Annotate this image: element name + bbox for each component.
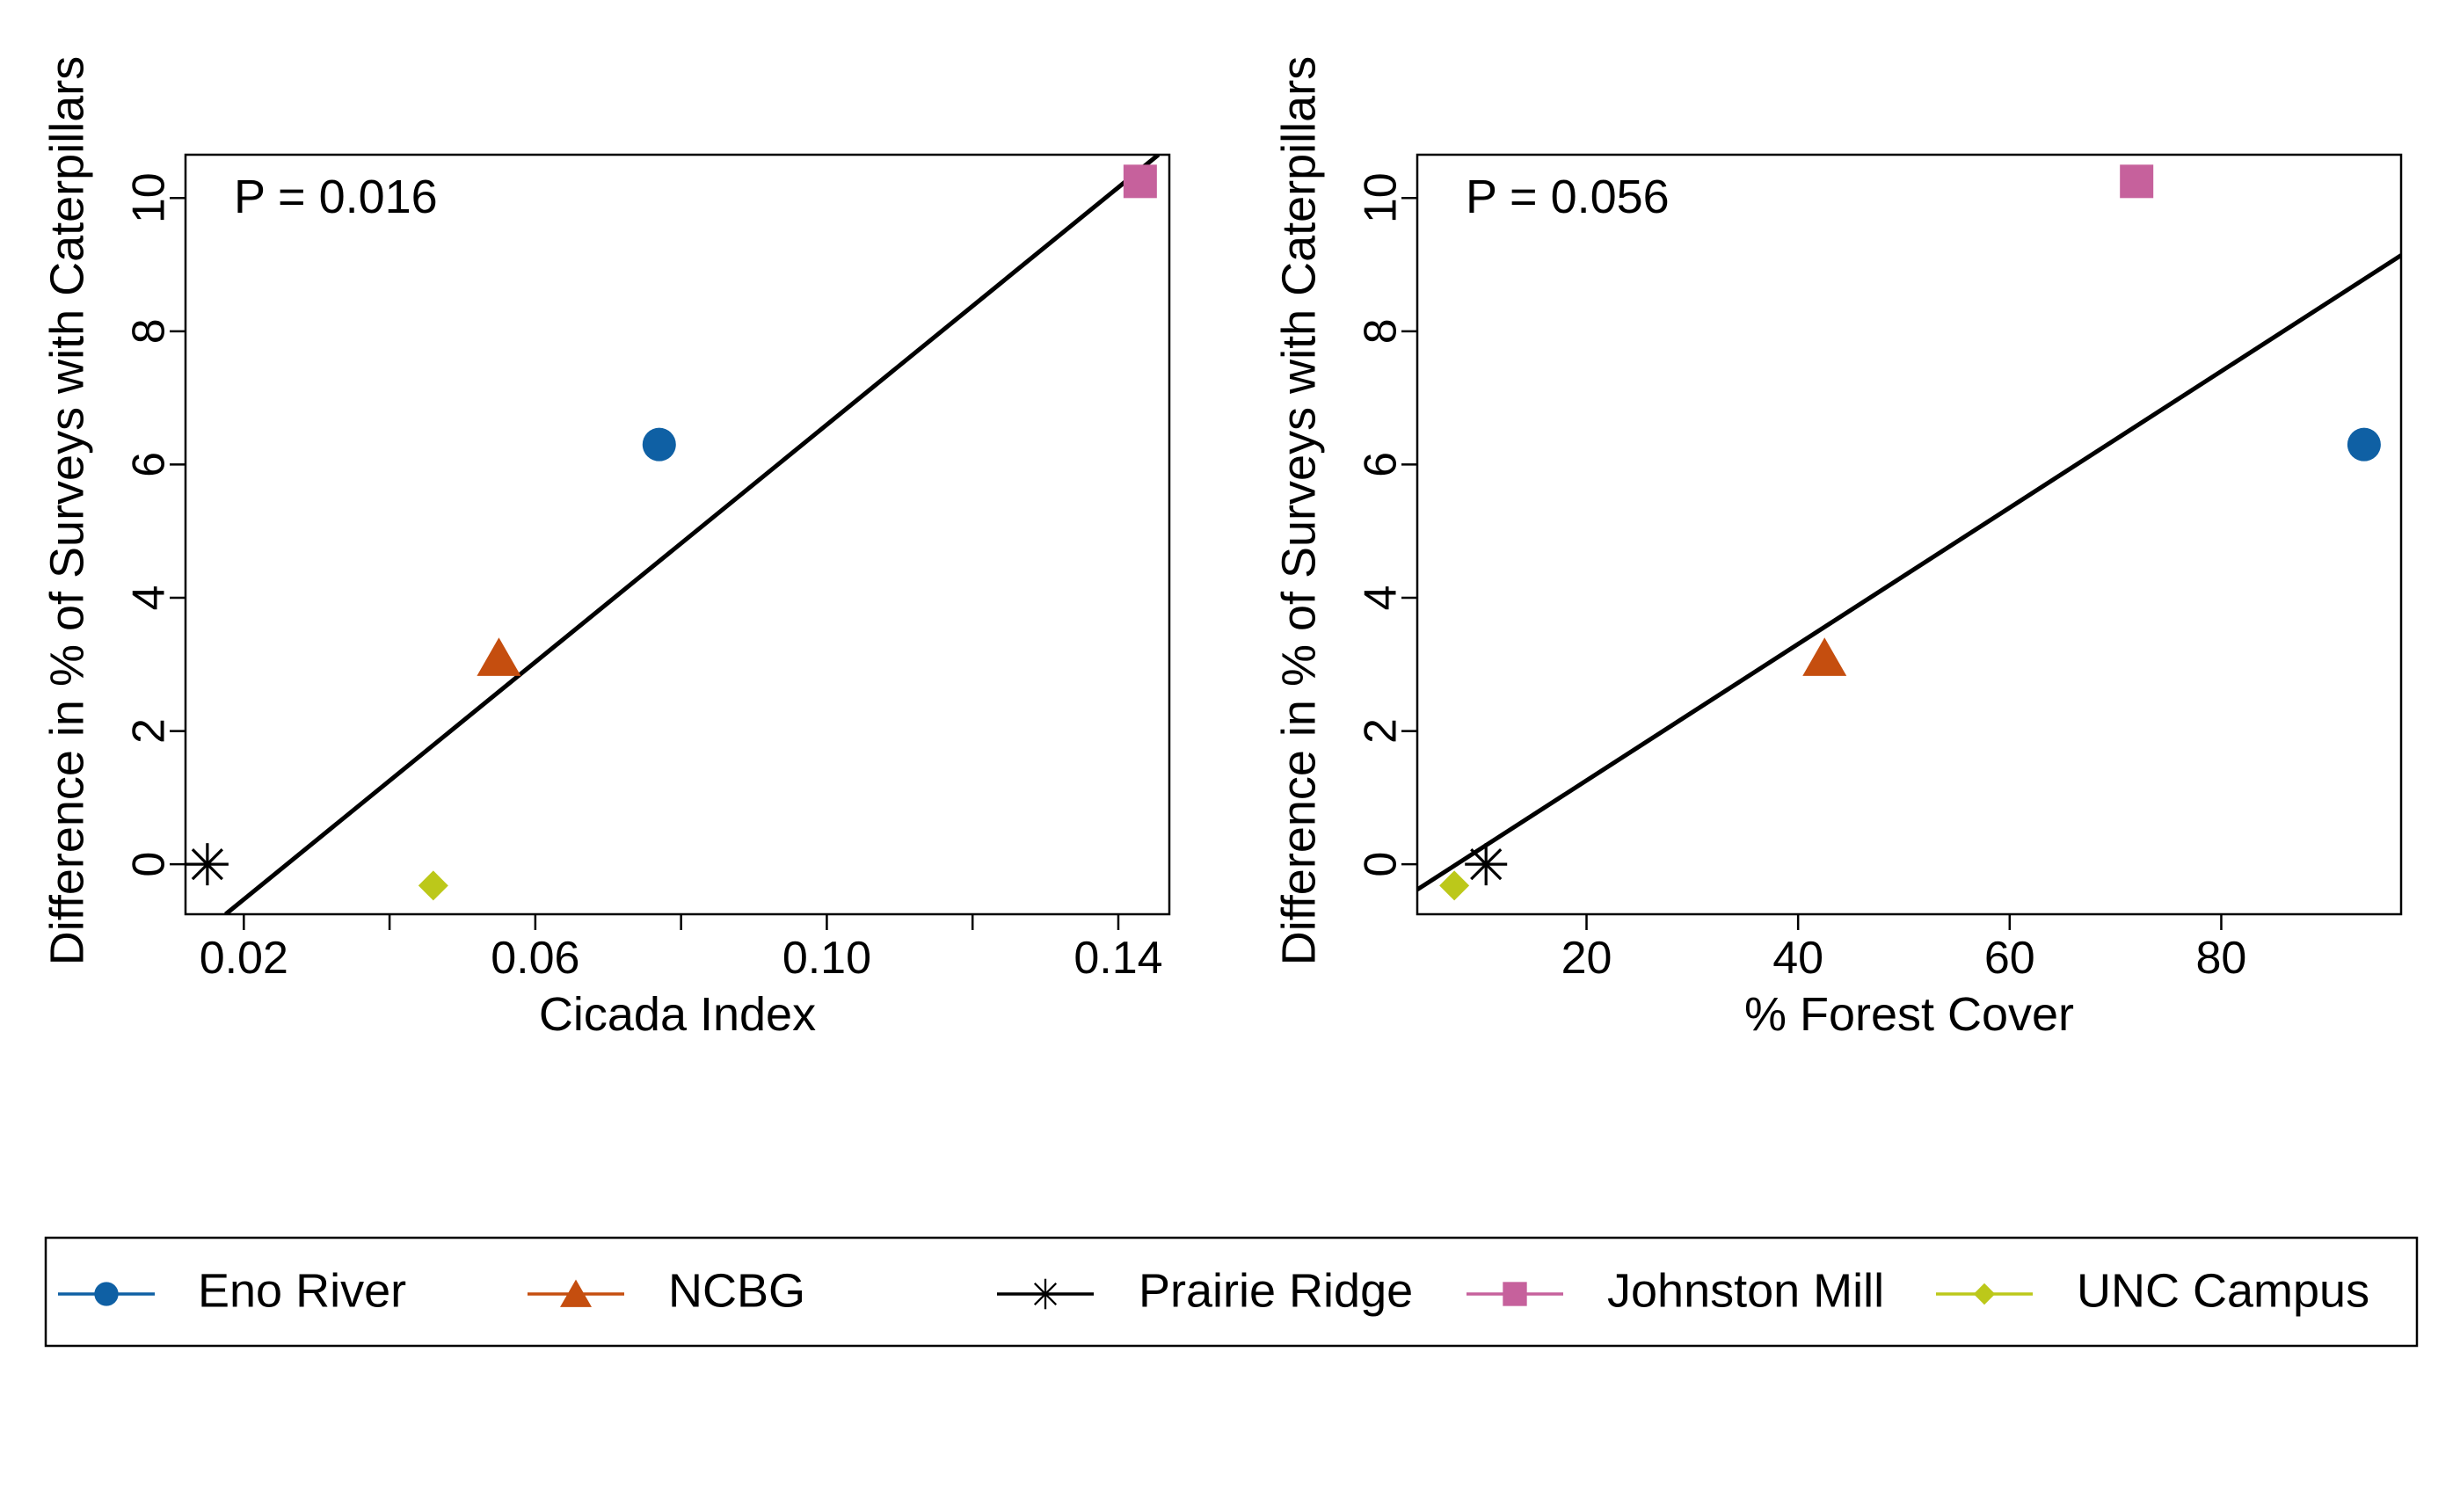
regression-line <box>1417 253 2401 892</box>
data-point-eno-river <box>642 427 676 462</box>
x-tick-label: 20 <box>1561 933 1612 984</box>
p-value-annotation: P = 0.016 <box>234 171 438 223</box>
y-axis-label: Difference in % of Surveys with Caterpil… <box>40 56 93 965</box>
y-tick-label: 6 <box>124 452 175 477</box>
legend-marker <box>94 1282 119 1306</box>
y-tick-label: 10 <box>1356 172 1407 223</box>
legend-label: Johnston Mill <box>1607 1264 1884 1317</box>
data-point-eno-river <box>2347 427 2381 462</box>
data-point-prairie-ridge <box>1465 843 1508 886</box>
legend-label: UNC Campus <box>2077 1264 2369 1317</box>
data-point-unc-campus <box>1439 870 1470 901</box>
legend-item-johnston-mill: Johnston Mill <box>1467 1264 1884 1317</box>
legend-item-prairie-ridge: Prairie Ridge <box>997 1264 1413 1317</box>
regression-line <box>224 155 1161 914</box>
legend-label: NCBG <box>668 1264 805 1317</box>
data-point-ncbg <box>477 637 521 676</box>
x-tick-label: 40 <box>1772 933 1823 984</box>
y-axis-label: Difference in % of Surveys with Caterpil… <box>1272 56 1325 965</box>
plot-frame <box>184 153 1171 916</box>
x-tick-label: 0.02 <box>200 933 288 984</box>
legend-item-unc-campus: UNC Campus <box>1936 1264 2369 1317</box>
legend-marker <box>1503 1282 1527 1306</box>
data-point-unc-campus <box>418 870 448 901</box>
x-tick-label: 0.10 <box>782 933 871 984</box>
legend-label: Prairie Ridge <box>1139 1264 1413 1317</box>
data-point-johnston-mill <box>1123 164 1157 199</box>
x-tick-label: 0.06 <box>491 933 579 984</box>
legend-marker <box>1030 1278 1061 1310</box>
x-tick-label: 80 <box>2196 933 2247 984</box>
x-tick-label: 60 <box>1984 933 2035 984</box>
data-point-ncbg <box>1802 637 1847 676</box>
chart-panels: 0.02 0.06 0.10 0.14 0 2 4 6 8 10 Cicada Index Diffe… <box>40 56 2403 1041</box>
x-axis-label: Cicada Index <box>539 988 816 1041</box>
legend-item-eno-river: Eno River <box>58 1264 406 1317</box>
y-tick-label: 2 <box>124 718 175 744</box>
data-point-prairie-ridge <box>186 843 229 886</box>
y-tick-label: 2 <box>1356 718 1407 744</box>
y-tick-label: 0 <box>124 852 175 877</box>
legend-marker <box>560 1279 592 1307</box>
y-tick-label: 10 <box>124 172 175 223</box>
y-tick-label: 4 <box>1356 585 1407 611</box>
plot-frame <box>1416 153 2403 916</box>
y-tick-label: 8 <box>124 318 175 344</box>
chart-panel-2: 20 40 60 80 0 2 4 6 8 10 % Forest Cover Difference … <box>1272 56 2403 1041</box>
x-tick-label: 0.14 <box>1074 933 1162 984</box>
legend-label: Eno River <box>198 1264 406 1317</box>
legend-marker <box>1973 1283 1996 1305</box>
y-tick-label: 8 <box>1356 318 1407 344</box>
y-tick-label: 6 <box>1356 452 1407 477</box>
legend: Eno River NCBG Prairie Ridge Johnston Mill U… <box>44 1236 2419 1348</box>
legend-box <box>44 1236 2419 1348</box>
x-axis-label: % Forest Cover <box>1744 988 2074 1041</box>
p-value-annotation: P = 0.056 <box>1466 171 1670 223</box>
chart-panel-1: 0.02 0.06 0.10 0.14 0 2 4 6 8 10 Cicada Index Diffe… <box>40 56 1171 1041</box>
legend-item-ncbg: NCBG <box>528 1264 805 1317</box>
y-tick-label: 0 <box>1356 852 1407 877</box>
data-point-johnston-mill <box>2120 164 2154 199</box>
y-tick-label: 4 <box>124 585 175 611</box>
